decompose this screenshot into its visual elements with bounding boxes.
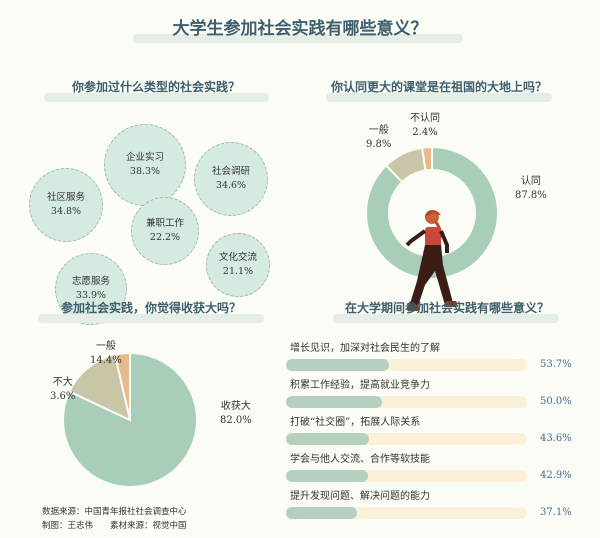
slice-不大	[113, 351, 131, 421]
bubble-value: 34.6%	[215, 180, 247, 191]
bubble-label: 社区服务	[46, 192, 85, 203]
bar-value: 50.0%	[540, 396, 572, 407]
bar-fill	[286, 470, 369, 482]
slice-category: 收获大	[220, 401, 251, 412]
bar-fill	[286, 507, 357, 519]
bar-value: 37.1%	[540, 507, 572, 518]
bar-label: 打破“社交圈”，拓展人际关系	[290, 417, 421, 428]
section-title-types: 你参加过什么类型的社会实践？	[71, 80, 240, 94]
page-title: 大学生参加社会实践有哪些意义？	[172, 19, 428, 39]
slice-category: 认同	[520, 176, 541, 187]
bar-fill	[286, 359, 389, 371]
slice-label: 一般 14.4%	[90, 340, 122, 368]
credits: 制图：王志伟 素材来源：视觉中国	[42, 521, 187, 531]
bar-fill	[286, 396, 382, 408]
bubble-value: 33.9%	[75, 290, 107, 301]
bubble-value: 38.3%	[129, 166, 161, 177]
bar-value: 53.7%	[540, 359, 572, 370]
bar-track	[286, 359, 527, 371]
slice-category: 一般	[95, 341, 116, 352]
slice-value: 82.0%	[220, 415, 252, 426]
bubble: 兼职工作 22.2%	[131, 197, 199, 265]
bar-track	[286, 507, 527, 519]
bubble-label: 志愿服务	[71, 276, 110, 287]
slice-不认同	[420, 145, 433, 172]
bar-label: 学会与他人交流、合作等软技能	[290, 454, 430, 465]
bar-label: 提升发现问题、解决问题的能力	[290, 491, 430, 502]
bar-track	[286, 470, 527, 482]
slice-value: 87.8%	[515, 190, 547, 201]
slice-label: 认同 87.8%	[515, 175, 547, 203]
bubble-label: 社会调研	[211, 166, 250, 177]
bar-track	[286, 433, 527, 445]
slice-label: 一般 9.8%	[366, 124, 391, 152]
bar-label: 增长见识，加深对社会民生的了解	[290, 343, 440, 354]
section-underline	[44, 93, 269, 102]
slice-category: 不大	[52, 377, 73, 388]
bubble-label: 企业实习	[125, 152, 164, 163]
slice-value: 9.8%	[366, 139, 392, 150]
bar-value: 43.6%	[540, 433, 572, 444]
bubble: 志愿服务 33.9%	[55, 253, 127, 325]
slice-value: 3.6%	[50, 391, 76, 402]
walking-student-illustration	[405, 210, 457, 311]
bubble: 企业实习 38.3%	[104, 124, 186, 206]
slice-一般	[68, 353, 132, 422]
section-underline	[333, 314, 559, 323]
slice-label: 收获大 82.0%	[220, 400, 252, 428]
bar-label: 积累工作经验，提高就业竞争力	[290, 380, 430, 391]
section-title-agree: 你认同更大的课堂是在祖国的大地上吗？	[330, 80, 547, 94]
slice-value: 14.4%	[90, 355, 122, 366]
data-source: 数据来源：中国青年报社社会调查中心	[42, 507, 187, 517]
slice-value: 2.4%	[412, 127, 438, 138]
bubble-value: 34.8%	[50, 206, 82, 217]
bubble-label: 兼职工作	[145, 218, 184, 229]
slice-label: 不认同 2.4%	[410, 112, 440, 140]
slice-label: 不大 3.6%	[50, 376, 75, 404]
bubble-label: 文化交流	[218, 252, 257, 263]
section-underline	[38, 314, 264, 323]
bar-fill	[286, 433, 370, 445]
section-title-gain: 参加社会实践，你觉得收获大吗？	[60, 301, 241, 315]
bubble: 社会调研 34.6%	[194, 142, 268, 216]
bubble-value: 21.1%	[222, 266, 254, 277]
title-underline	[133, 34, 463, 43]
bar-track	[286, 396, 527, 408]
bubble: 文化交流 21.1%	[206, 233, 270, 297]
bubble: 社区服务 34.8%	[29, 168, 103, 242]
bubble-value: 22.2%	[149, 232, 181, 243]
slice-category: 一般	[368, 125, 389, 136]
slice-category: 不认同	[410, 113, 440, 124]
section-title-meaning: 在大学期间参加社会实践有哪些意义？	[344, 301, 549, 315]
section-underline	[326, 93, 552, 102]
bar-value: 42.9%	[540, 470, 572, 481]
